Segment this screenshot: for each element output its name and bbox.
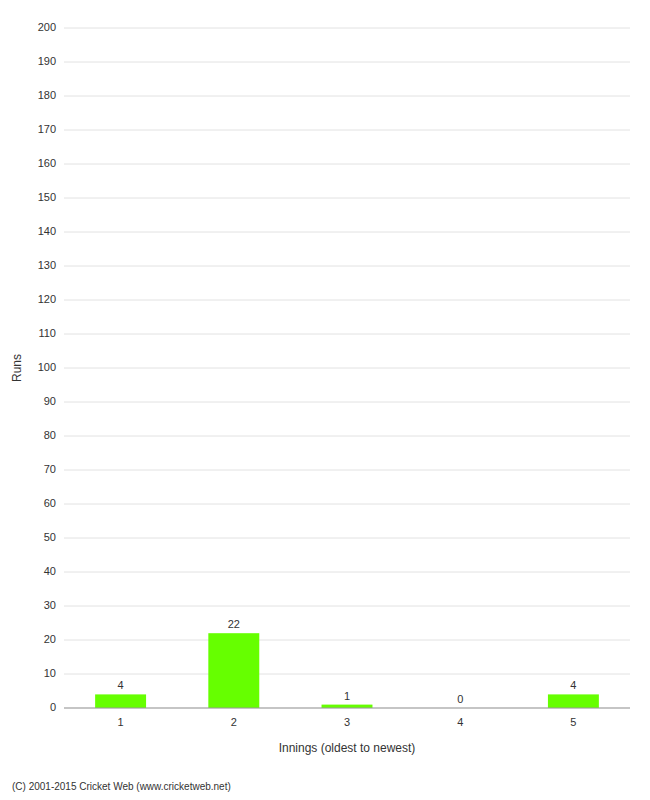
x-axis-line <box>64 708 630 709</box>
grid-line <box>64 606 630 607</box>
y-tick-label: 200 <box>38 21 56 33</box>
data-label: 0 <box>457 693 463 705</box>
grid-line <box>64 164 630 165</box>
grid-line <box>64 28 630 29</box>
grid-line <box>64 708 630 709</box>
y-grid <box>64 28 630 708</box>
grid-line <box>64 470 630 471</box>
grid-line <box>64 96 630 97</box>
footer: (C) 2001-2015 Cricket Web (www.cricketwe… <box>12 781 231 792</box>
grid-line <box>64 130 630 131</box>
page: {"chart_data": {"type": "bar", "categori… <box>0 0 650 800</box>
data-label: 4 <box>118 679 124 691</box>
x-axis-title: Innings (oldest to newest) <box>279 741 416 755</box>
y-tick-label: 140 <box>38 225 56 237</box>
grid-line <box>64 504 630 505</box>
y-axis: 0 10 20 30 40 50 60 70 80 90 100 110 120 130 140 150 160… <box>38 21 56 713</box>
y-tick-label: 10 <box>44 667 56 679</box>
x-tick-label: 2 <box>231 716 237 728</box>
grid-line <box>64 334 630 335</box>
x-tick-label: 5 <box>570 716 576 728</box>
bar <box>208 633 259 708</box>
data-label: 4 <box>570 679 576 691</box>
grid-line <box>64 572 630 573</box>
y-tick-label: 150 <box>38 191 56 203</box>
x-tick-label: 1 <box>118 716 124 728</box>
y-tick-label: 70 <box>44 463 56 475</box>
y-tick-label: 20 <box>44 633 56 645</box>
y-tick-label: 120 <box>38 293 56 305</box>
y-tick-label: 110 <box>38 327 56 339</box>
grid-line <box>64 300 630 301</box>
y-tick-label: 30 <box>44 599 56 611</box>
data-label: 1 <box>344 690 350 702</box>
y-tick-label: 40 <box>44 565 56 577</box>
y-tick-label: 190 <box>38 55 56 67</box>
y-tick-label: 90 <box>44 395 56 407</box>
y-tick-label: 130 <box>38 259 56 271</box>
y-tick-label: 100 <box>38 361 56 373</box>
grid-line <box>64 368 630 369</box>
grid-line <box>64 436 630 437</box>
grid-line <box>64 538 630 539</box>
data-labels: 4 22 1 0 4 <box>118 618 577 705</box>
y-axis-title: Runs <box>10 354 24 382</box>
chart: 0102030405060708090100110120130140150160… <box>0 0 650 800</box>
grid-line <box>64 640 630 641</box>
data-label: 22 <box>228 618 240 630</box>
grid-line <box>64 402 630 403</box>
grid-line <box>64 674 630 675</box>
bars <box>95 633 599 708</box>
grid-line <box>64 62 630 63</box>
bar <box>322 705 373 708</box>
y-tick-label: 80 <box>44 429 56 441</box>
x-axis: 1 2 3 4 5 <box>118 716 577 728</box>
grid-line <box>64 266 630 267</box>
y-tick-label: 160 <box>38 157 56 169</box>
y-tick-label: 60 <box>44 497 56 509</box>
grid-line <box>64 198 630 199</box>
x-tick-label: 4 <box>457 716 463 728</box>
y-tick-label: 0 <box>50 701 56 713</box>
bar <box>548 694 599 708</box>
y-tick-label: 180 <box>38 89 56 101</box>
bar <box>95 694 146 708</box>
grid-line <box>64 232 630 233</box>
x-tick-label: 3 <box>344 716 350 728</box>
y-tick-label: 50 <box>44 531 56 543</box>
y-tick-label: 170 <box>38 123 56 135</box>
